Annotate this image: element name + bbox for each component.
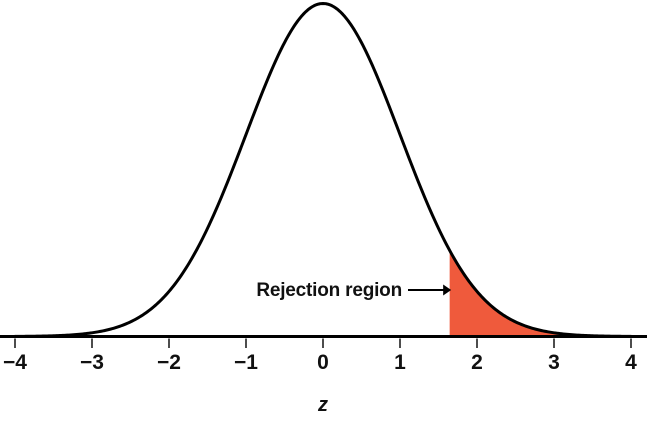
x-axis-tick-label: 1	[394, 351, 406, 374]
x-axis-tick-label: −2	[157, 351, 181, 374]
x-axis-tick-label: 2	[471, 351, 483, 374]
x-axis-tick-label: 3	[548, 351, 560, 374]
annotation-label: Rejection region	[256, 280, 402, 301]
normal-curve	[13, 2, 633, 338]
annotation-arrowhead	[443, 284, 452, 296]
rejection-region-fill	[449, 250, 631, 337]
x-axis-tick-label: −3	[80, 351, 104, 374]
x-axis-tick-label: 0	[317, 351, 329, 374]
x-axis-tick-label: −4	[3, 351, 27, 374]
x-axis-tick-label: 4	[625, 351, 637, 374]
x-axis-title: z	[317, 394, 328, 416]
x-axis-tick-label: −1	[234, 351, 258, 374]
